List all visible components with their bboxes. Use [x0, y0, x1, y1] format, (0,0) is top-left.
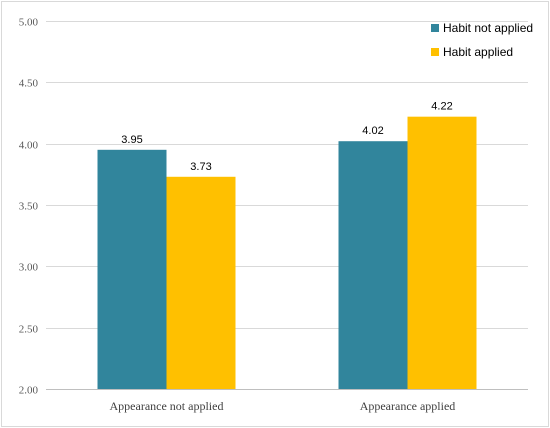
y-tick-label: 4.50	[19, 78, 39, 90]
data-label: 3.95	[121, 134, 142, 146]
legend-swatch	[431, 24, 439, 32]
legend-label: Habit applied	[443, 45, 513, 59]
legend-label: Habit not applied	[443, 21, 533, 35]
x-axis-categories: Appearance not applied Appearance applied	[110, 399, 456, 413]
x-category-label: Appearance applied	[360, 399, 456, 413]
x-category-label: Appearance not applied	[110, 399, 224, 413]
y-tick-label: 2.50	[19, 324, 39, 336]
bars	[97, 116, 477, 390]
y-tick-label: 3.50	[19, 201, 39, 213]
legend-swatch	[431, 48, 439, 56]
bar	[97, 149, 167, 389]
bar	[338, 141, 408, 389]
y-tick-label: 5.00	[19, 17, 39, 29]
legend: Habit not applied Habit applied	[431, 21, 533, 59]
data-labels: 3.95 3.73 4.02 4.22	[121, 101, 452, 173]
y-tick-label: 4.00	[19, 140, 39, 152]
bar	[407, 116, 477, 390]
y-tick-label: 3.00	[19, 262, 39, 274]
data-label: 4.22	[431, 101, 452, 113]
bar	[166, 176, 236, 389]
data-label: 3.73	[190, 161, 211, 173]
y-axis-ticks: 2.00 2.50 3.00 3.50 4.00 4.50 5.00	[19, 17, 39, 397]
y-tick-label: 2.00	[19, 385, 39, 397]
data-label: 4.02	[362, 125, 383, 137]
